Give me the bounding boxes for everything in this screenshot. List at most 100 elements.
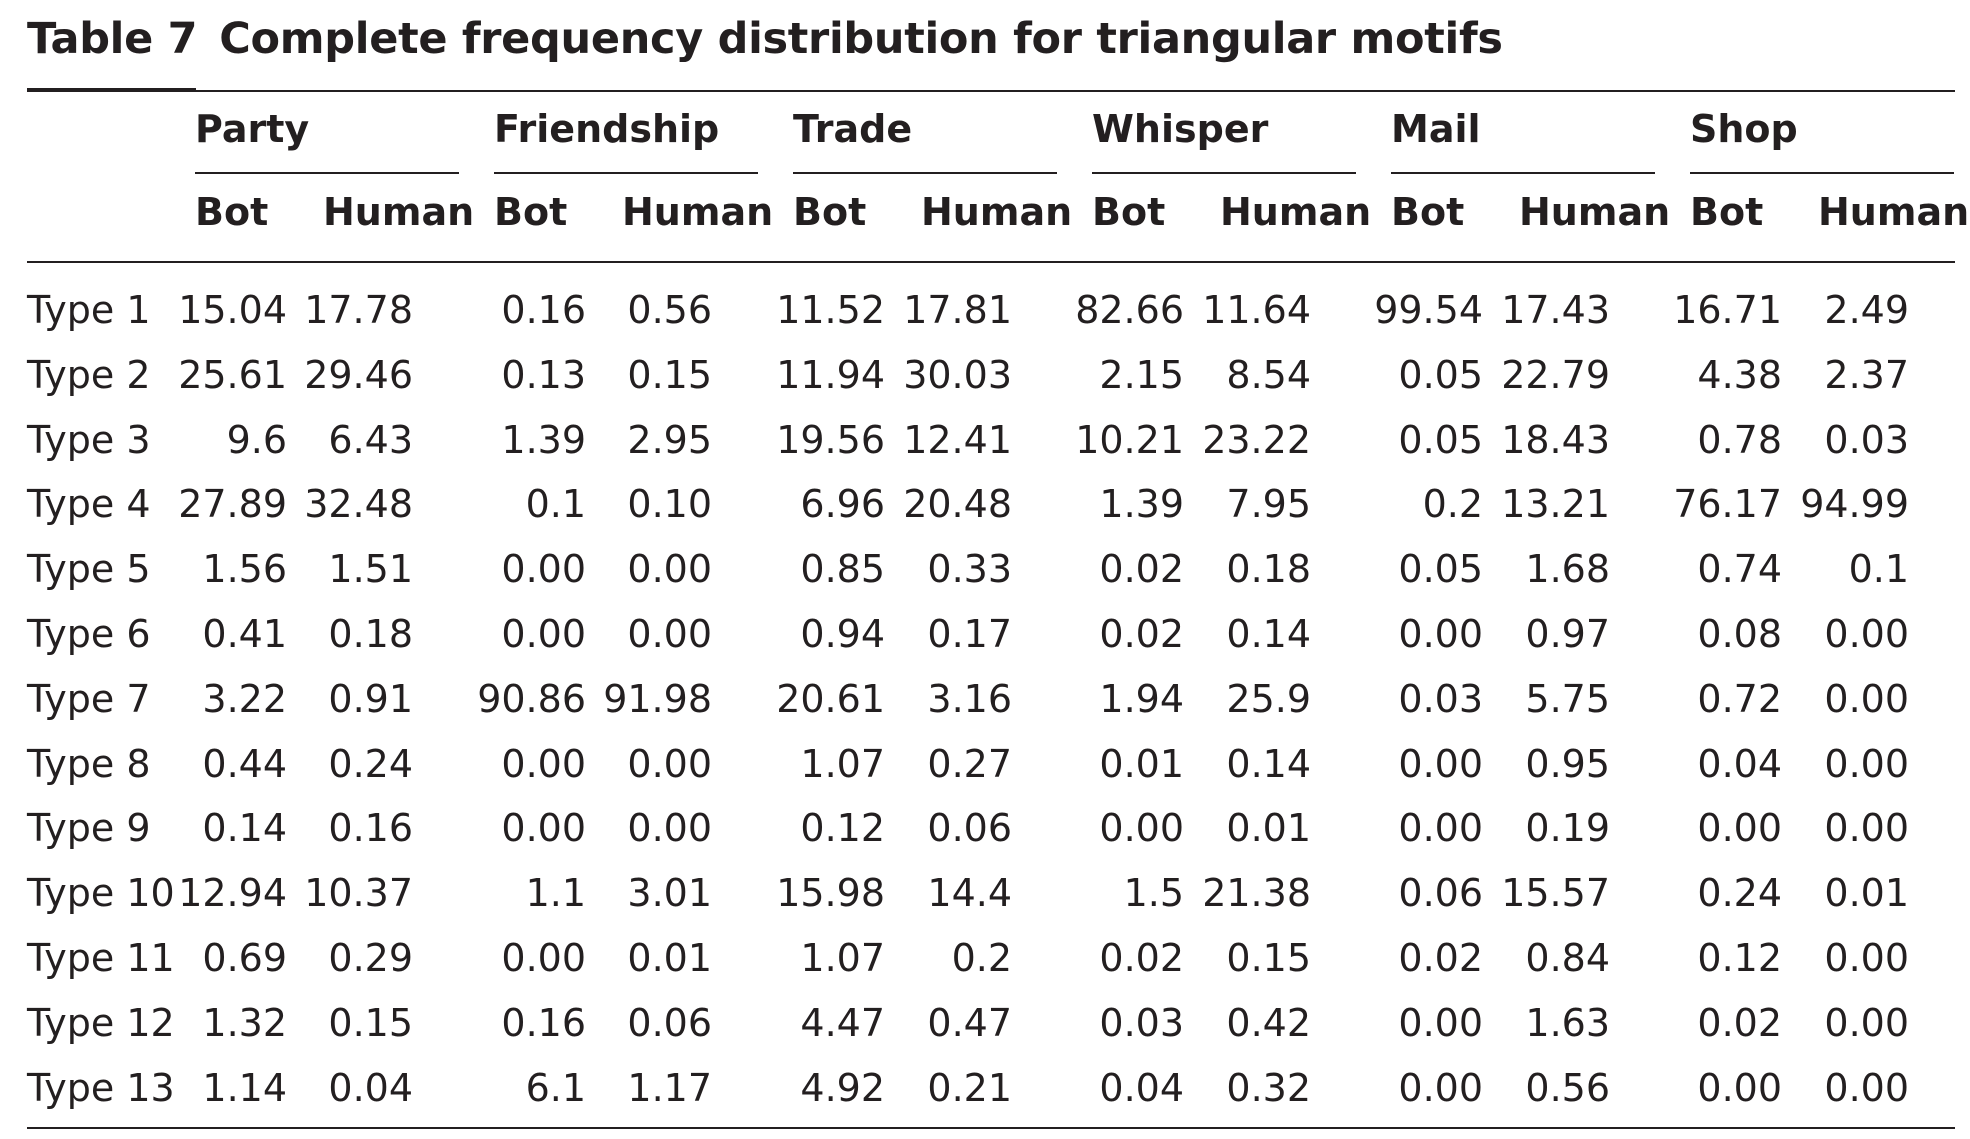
table-cell: 0.04 <box>1697 742 1782 786</box>
table-cell: 12.94 <box>178 871 287 915</box>
row-label: Type 5 <box>27 547 151 591</box>
table-cell: 23.22 <box>1202 418 1311 462</box>
table-cell: 0.42 <box>1226 1001 1311 1045</box>
table-cell: 3.16 <box>927 677 1012 721</box>
table-cell: 20.48 <box>903 482 1012 526</box>
table-cell: 0.00 <box>1824 936 1909 980</box>
table-cell: 1.17 <box>627 1066 712 1110</box>
group-rule-trade <box>793 172 1057 174</box>
table-cell: 0.02 <box>1099 612 1184 656</box>
table-cell: 99.54 <box>1374 288 1483 332</box>
group-rule-whisper <box>1092 172 1356 174</box>
table-cell: 15.04 <box>178 288 287 332</box>
table-cell: 12.41 <box>903 418 1012 462</box>
table-cell: 0.02 <box>1697 1001 1782 1045</box>
table-cell: 9.6 <box>226 418 287 462</box>
table-cell: 15.98 <box>776 871 885 915</box>
table-cell: 15.57 <box>1501 871 1610 915</box>
table-cell: 27.89 <box>178 482 287 526</box>
table-cell: 6.1 <box>525 1066 586 1110</box>
row-label: Type 9 <box>27 806 151 850</box>
table-cell: 3.01 <box>627 871 712 915</box>
table-cell: 0.56 <box>1525 1066 1610 1110</box>
group-rule-mail <box>1391 172 1655 174</box>
table-cell: 5.75 <box>1525 677 1610 721</box>
table-cell: 0.00 <box>1824 612 1909 656</box>
table-cell: 0.03 <box>1824 418 1909 462</box>
table-cell: 0.15 <box>1226 936 1311 980</box>
table-cell: 0.2 <box>951 936 1012 980</box>
table-cell: 0.44 <box>202 742 287 786</box>
table-cell: 0.41 <box>202 612 287 656</box>
row-label: Type 1 <box>27 288 151 332</box>
row-label: Type 7 <box>27 677 151 721</box>
table-cell: 0.78 <box>1697 418 1782 462</box>
table-cell: 0.00 <box>501 612 586 656</box>
row-label: Type 8 <box>27 742 151 786</box>
table-cell: 0.16 <box>501 1001 586 1045</box>
group-header-whisper: Whisper <box>1092 107 1269 151</box>
subheader-bot: Bot <box>1690 190 1764 234</box>
table-cell: 0.00 <box>1697 1066 1782 1110</box>
table-cell: 0.84 <box>1525 936 1610 980</box>
row-label: Type 13 <box>27 1066 175 1110</box>
table-cell: 0.85 <box>800 547 885 591</box>
table-cell: 0.08 <box>1697 612 1782 656</box>
table-cell: 0.18 <box>328 612 413 656</box>
table-cell: 18.43 <box>1501 418 1610 462</box>
table-cell: 0.94 <box>800 612 885 656</box>
table-cell: 0.69 <box>202 936 287 980</box>
table-cell: 0.00 <box>1398 612 1483 656</box>
table-cell: 2.15 <box>1099 353 1184 397</box>
subheader-human: Human <box>1519 190 1671 234</box>
table-cell: 91.98 <box>603 677 712 721</box>
table-cell: 1.56 <box>202 547 287 591</box>
table-cell: 10.21 <box>1075 418 1184 462</box>
table-cell: 32.48 <box>304 482 413 526</box>
table-cell: 17.43 <box>1501 288 1610 332</box>
table-cell: 1.68 <box>1525 547 1610 591</box>
table-caption: Table 7 Complete frequency distribution f… <box>27 14 1503 64</box>
group-header-party: Party <box>195 107 310 151</box>
table-cell: 1.1 <box>525 871 586 915</box>
table-cell: 0.01 <box>1099 742 1184 786</box>
subheader-bot: Bot <box>793 190 867 234</box>
table-cell: 0.00 <box>1824 806 1909 850</box>
table-cell: 0.00 <box>627 547 712 591</box>
table-cell: 0.00 <box>501 547 586 591</box>
table-cell: 10.37 <box>304 871 413 915</box>
group-header-mail: Mail <box>1391 107 1481 151</box>
table-cell: 0.16 <box>501 288 586 332</box>
subheader-human: Human <box>323 190 475 234</box>
table-cell: 0.01 <box>1824 871 1909 915</box>
table-cell: 2.37 <box>1824 353 1909 397</box>
table-cell: 0.00 <box>501 742 586 786</box>
subheader-bot: Bot <box>1092 190 1166 234</box>
table-cell: 6.43 <box>328 418 413 462</box>
group-rule-party <box>195 172 459 174</box>
table-bottom-rule <box>27 1127 1955 1129</box>
table-cell: 0.1 <box>525 482 586 526</box>
table-cell: 0.02 <box>1398 936 1483 980</box>
table-cell: 14.4 <box>927 871 1012 915</box>
table-cell: 1.94 <box>1099 677 1184 721</box>
table-cell: 0.24 <box>328 742 413 786</box>
table-cell: 0.00 <box>501 936 586 980</box>
subheader-human: Human <box>1818 190 1970 234</box>
table-cell: 0.14 <box>202 806 287 850</box>
table-cell: 2.49 <box>1824 288 1909 332</box>
table-cell: 11.64 <box>1202 288 1311 332</box>
row-label: Type 2 <box>27 353 151 397</box>
table-cell: 0.06 <box>927 806 1012 850</box>
table-cell: 0.47 <box>927 1001 1012 1045</box>
table-cell: 0.18 <box>1226 547 1311 591</box>
table-cell: 0.13 <box>501 353 586 397</box>
table-cell: 0.06 <box>627 1001 712 1045</box>
table-cell: 11.94 <box>776 353 885 397</box>
table-cell: 0.00 <box>1398 1001 1483 1045</box>
table-cell: 0.04 <box>328 1066 413 1110</box>
table-cell: 0.03 <box>1099 1001 1184 1045</box>
table-cell: 1.5 <box>1123 871 1184 915</box>
group-rule-friendship <box>494 172 758 174</box>
table-cell: 0.02 <box>1099 936 1184 980</box>
